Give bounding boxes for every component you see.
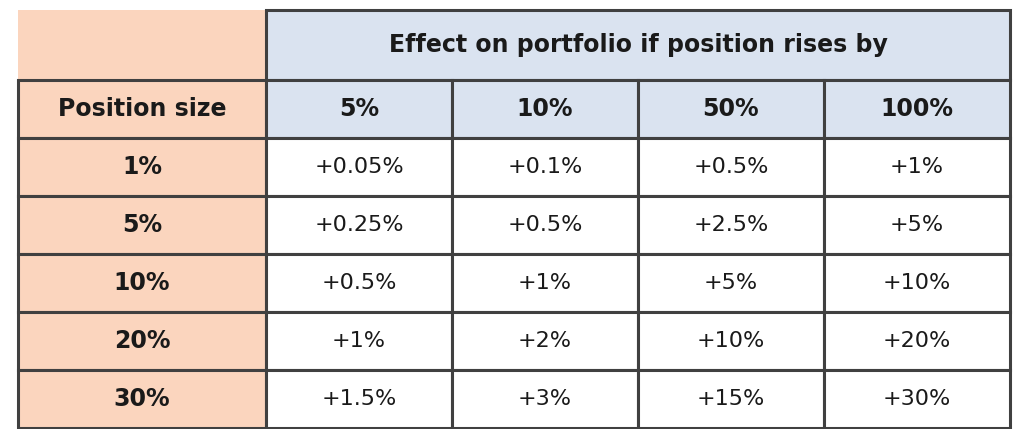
Bar: [18, 254, 266, 312]
Bar: [638, 138, 824, 196]
Bar: [18, 80, 266, 138]
Bar: [266, 254, 452, 312]
Text: +0.25%: +0.25%: [314, 215, 403, 235]
Bar: [266, 80, 452, 138]
Bar: [452, 80, 638, 138]
Bar: [638, 80, 824, 138]
Text: +5%: +5%: [890, 215, 944, 235]
Text: +1%: +1%: [332, 331, 386, 351]
Text: +0.1%: +0.1%: [507, 157, 583, 177]
Bar: [638, 196, 824, 254]
Bar: [18, 10, 266, 80]
Text: +0.5%: +0.5%: [693, 157, 769, 177]
Text: +3%: +3%: [518, 389, 572, 409]
Text: +10%: +10%: [883, 273, 951, 293]
Text: Effect on portfolio if position rises by: Effect on portfolio if position rises by: [388, 33, 888, 57]
Bar: [452, 312, 638, 370]
Text: +10%: +10%: [697, 331, 765, 351]
Bar: [452, 138, 638, 196]
Text: +0.05%: +0.05%: [314, 157, 403, 177]
Text: 10%: 10%: [114, 271, 170, 295]
Bar: [452, 254, 638, 312]
Text: +1.5%: +1.5%: [322, 389, 396, 409]
Text: 5%: 5%: [339, 97, 379, 121]
Text: +1%: +1%: [518, 273, 572, 293]
Text: +15%: +15%: [697, 389, 765, 409]
Text: +0.5%: +0.5%: [322, 273, 396, 293]
Bar: [266, 196, 452, 254]
Bar: [452, 370, 638, 428]
Text: 1%: 1%: [122, 155, 162, 179]
Bar: [638, 370, 824, 428]
Bar: [266, 138, 452, 196]
Bar: [824, 138, 1010, 196]
Bar: [824, 312, 1010, 370]
Text: 20%: 20%: [114, 329, 170, 353]
Text: +2.5%: +2.5%: [693, 215, 769, 235]
Text: +1%: +1%: [890, 157, 944, 177]
Text: 5%: 5%: [122, 213, 162, 237]
Bar: [824, 254, 1010, 312]
Bar: [824, 196, 1010, 254]
Bar: [266, 370, 452, 428]
Text: +2%: +2%: [518, 331, 572, 351]
Bar: [638, 254, 824, 312]
Bar: [452, 196, 638, 254]
Bar: [266, 10, 1010, 80]
Text: 100%: 100%: [881, 97, 953, 121]
Bar: [18, 196, 266, 254]
Text: +20%: +20%: [883, 331, 951, 351]
Text: +30%: +30%: [883, 389, 951, 409]
Text: 50%: 50%: [702, 97, 760, 121]
Bar: [824, 370, 1010, 428]
Bar: [638, 312, 824, 370]
Text: +0.5%: +0.5%: [507, 215, 583, 235]
Bar: [18, 138, 266, 196]
Bar: [18, 370, 266, 428]
Bar: [18, 312, 266, 370]
Bar: [824, 80, 1010, 138]
Text: Position size: Position size: [57, 97, 226, 121]
Text: 30%: 30%: [114, 387, 170, 411]
Bar: [266, 312, 452, 370]
Text: +5%: +5%: [703, 273, 758, 293]
Text: 10%: 10%: [517, 97, 573, 121]
